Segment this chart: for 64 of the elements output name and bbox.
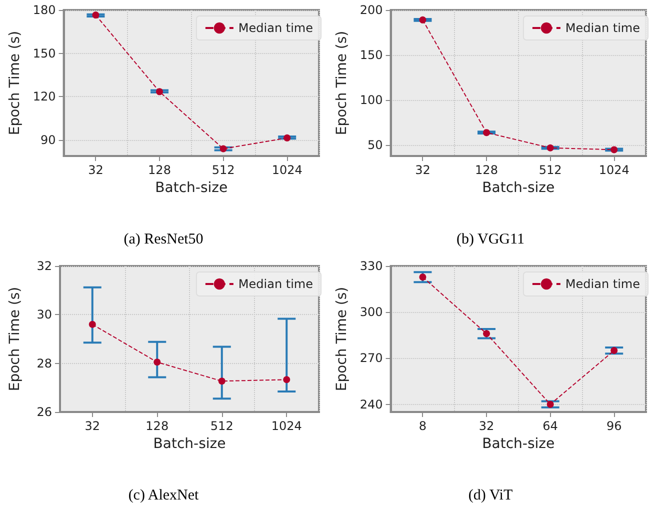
y-tick-label: 200 <box>360 3 383 17</box>
point <box>88 320 96 328</box>
x-axis-title: Batch-size <box>155 180 228 196</box>
y-tick-label: 180 <box>32 3 56 17</box>
y-tick-label: 150 <box>360 48 383 62</box>
y-tick-label: 270 <box>360 351 383 366</box>
y-axis-title: Epoch Time (s) <box>7 286 23 392</box>
point <box>284 134 291 142</box>
y-tick-label: 26 <box>36 405 52 419</box>
y-tick-label: 240 <box>360 397 383 412</box>
y-axis-title: Epoch Time (s) <box>334 286 350 392</box>
y-tick-label: 28 <box>36 356 52 370</box>
y-tick-label: 50 <box>368 138 383 152</box>
text: (d) ViT <box>468 488 513 504</box>
point <box>92 12 100 19</box>
point <box>156 88 164 96</box>
x-tick-label: 128 <box>475 163 498 177</box>
point <box>610 347 618 354</box>
legend-label: Median time <box>565 21 640 35</box>
x-tick-label: 1024 <box>272 163 302 177</box>
x-tick-label: 128 <box>148 163 171 177</box>
x-tick-label: 32 <box>478 419 494 433</box>
legend-label: Median time <box>238 21 314 35</box>
point <box>419 16 426 24</box>
x-tick-label: 32 <box>415 163 430 177</box>
point <box>546 144 554 152</box>
y-tick-label: 330 <box>360 259 383 273</box>
x-tick-label: 32 <box>88 163 104 177</box>
point <box>218 378 226 385</box>
text: (c) AlexNet <box>128 488 200 504</box>
y-tick-label: 32 <box>36 259 52 273</box>
y-axis-title: Epoch Time (s) <box>334 30 350 136</box>
x-tick-label: 128 <box>146 419 169 433</box>
x-axis-title: Batch-size <box>482 180 555 196</box>
point <box>483 129 490 136</box>
x-axis-title: Batch-size <box>153 436 226 452</box>
y-tick-label: 150 <box>32 46 56 60</box>
x-tick-label: 1024 <box>598 163 630 177</box>
legend-label: Median time <box>238 277 314 291</box>
x-tick-label: 1024 <box>271 419 302 433</box>
x-tick-label: 512 <box>210 419 234 433</box>
x-tick-label: 512 <box>212 163 235 177</box>
y-axis-title: Epoch Time (s) <box>7 30 23 136</box>
x-tick-label: 96 <box>606 419 622 433</box>
point <box>483 330 490 338</box>
point <box>610 146 618 154</box>
legend-label: Median time <box>565 277 640 291</box>
point <box>546 400 554 408</box>
y-tick-label: 30 <box>36 308 52 322</box>
x-tick-label: 8 <box>418 419 427 433</box>
x-tick-label: 64 <box>542 419 558 433</box>
point <box>283 376 290 384</box>
point <box>220 145 227 152</box>
point <box>154 358 161 366</box>
text: (b) VGG11 <box>456 232 524 248</box>
y-tick-label: 90 <box>40 133 56 148</box>
y-tick-label: 120 <box>32 90 56 104</box>
x-tick-label: 512 <box>538 163 562 177</box>
x-tick-label: 32 <box>84 419 100 433</box>
text: (a) ResNet50 <box>124 232 204 248</box>
y-tick-label: 100 <box>360 93 383 108</box>
y-tick-label: 300 <box>360 305 383 320</box>
point <box>419 274 426 281</box>
x-axis-title: Batch-size <box>482 436 555 452</box>
